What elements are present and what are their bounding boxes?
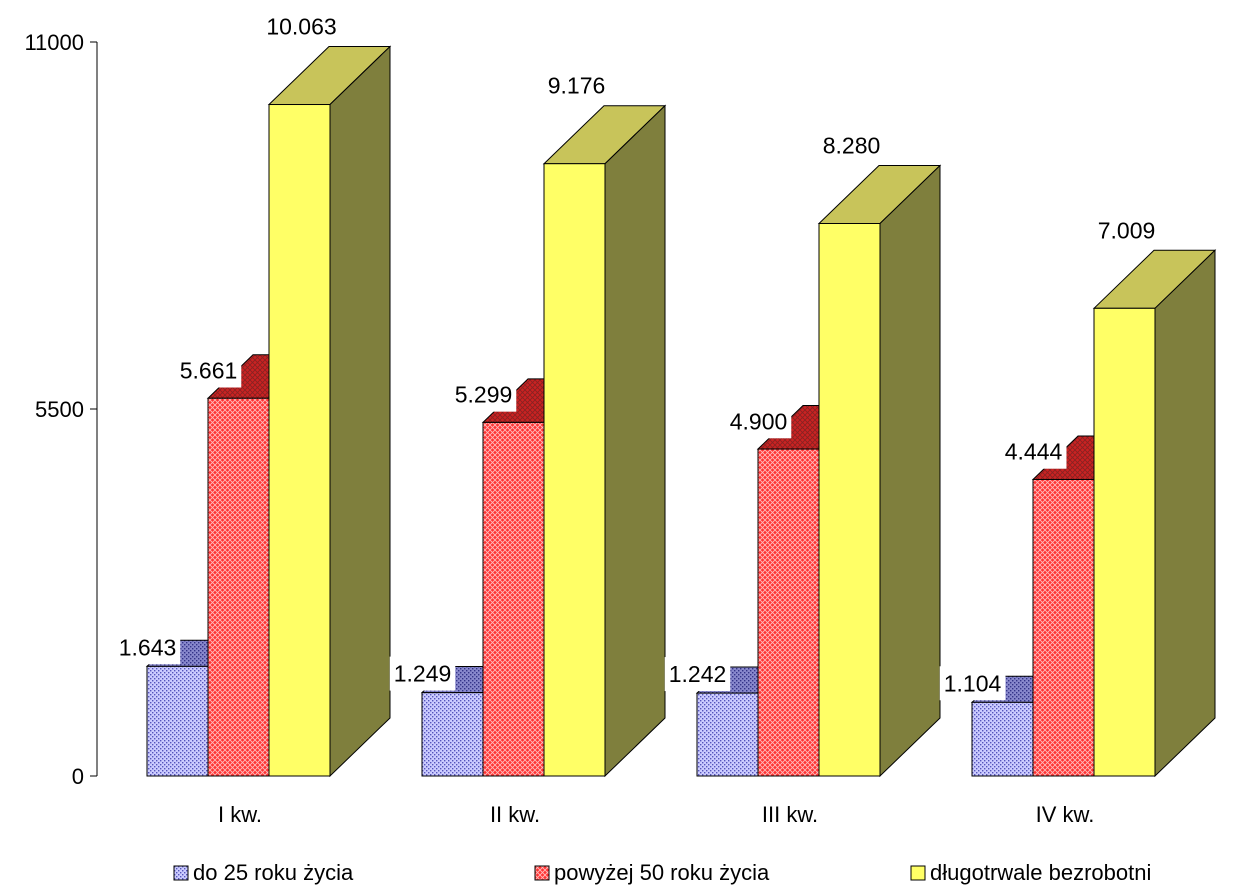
legend: do 25 roku życia powyżej 50 roku życia d… bbox=[173, 860, 1151, 885]
data-label-background bbox=[262, 9, 341, 44]
data-label-background bbox=[1000, 434, 1067, 469]
y-axis: 0 5500 11000 bbox=[24, 30, 98, 789]
bar-front-face bbox=[543, 163, 606, 777]
data-label-text: 8.280 bbox=[823, 132, 881, 158]
bar-dlugotrwale-2 bbox=[542, 104, 667, 778]
bar-group-1 bbox=[145, 45, 392, 778]
legend-label-powyzej-50: powyżej 50 roku życia bbox=[554, 860, 770, 885]
bar-front-face bbox=[818, 222, 881, 777]
data-label-background bbox=[664, 657, 731, 692]
data-label-background bbox=[939, 666, 1006, 701]
data-label-background bbox=[818, 128, 885, 163]
legend-swatch-powyzej-50 bbox=[534, 865, 550, 881]
data-label-dlugotrwale-4: 7.009 bbox=[1093, 213, 1160, 248]
data-label-dlugotrwale-3: 8.280 bbox=[818, 128, 885, 163]
data-label-text: 5.299 bbox=[455, 382, 513, 408]
data-label-background bbox=[389, 656, 456, 691]
data-label-background bbox=[450, 377, 517, 412]
data-label-powyzej-50-4: 4.444 bbox=[1000, 434, 1067, 469]
data-label-background bbox=[114, 630, 181, 665]
legend-swatch-do-25 bbox=[173, 865, 189, 881]
bar-group-3 bbox=[695, 164, 942, 778]
bar-side-face bbox=[604, 104, 666, 778]
bar-front-face bbox=[757, 448, 820, 777]
data-label-text: 1.104 bbox=[944, 670, 1002, 696]
bar-front-face bbox=[482, 421, 545, 777]
legend-item-powyzej-50: powyżej 50 roku życia bbox=[534, 860, 770, 885]
data-label-do-25-2: 1.249 bbox=[389, 656, 456, 691]
legend-label-dlugotrwale: długotrwale bezrobotni bbox=[930, 860, 1151, 885]
bar-dlugotrwale-1 bbox=[267, 45, 392, 778]
y-tick-label-0: 0 bbox=[72, 764, 84, 789]
bar-front-face bbox=[1093, 307, 1156, 777]
legend-item-dlugotrwale: długotrwale bezrobotni bbox=[910, 860, 1151, 885]
data-label-do-25-3: 1.242 bbox=[664, 657, 731, 692]
data-label-text: 10.063 bbox=[266, 14, 336, 40]
data-label-dlugotrwale-1: 10.063 bbox=[262, 9, 341, 44]
data-label-text: 1.242 bbox=[669, 661, 727, 687]
data-label-text: 5.661 bbox=[180, 358, 238, 384]
data-label-text: 4.900 bbox=[730, 408, 788, 434]
bar-front-face bbox=[268, 104, 331, 777]
bar-dlugotrwale-3 bbox=[817, 164, 942, 778]
bar-front-face bbox=[146, 665, 209, 777]
bar-group-4 bbox=[970, 249, 1217, 778]
y-tick-label-11000: 11000 bbox=[24, 30, 84, 55]
legend-swatch-dlugotrwale bbox=[910, 865, 926, 881]
data-labels-group: 1.643 5.661 10.063 1.249 5.299 9.176 1.242 4.90… bbox=[114, 9, 1160, 701]
data-label-text: 7.009 bbox=[1098, 217, 1156, 243]
data-label-powyzej-50-3: 4.900 bbox=[725, 404, 792, 439]
data-label-powyzej-50-2: 5.299 bbox=[450, 377, 517, 412]
data-label-dlugotrwale-2: 9.176 bbox=[543, 68, 610, 103]
data-label-text: 4.444 bbox=[1005, 439, 1063, 465]
category-label-q1: I kw. bbox=[218, 802, 262, 827]
category-label-q2: II kw. bbox=[490, 802, 540, 827]
data-label-background bbox=[175, 353, 242, 388]
y-tick-label-5500: 5500 bbox=[35, 397, 84, 422]
category-label-q4: IV kw. bbox=[1036, 802, 1095, 827]
bar-dlugotrwale-4 bbox=[1092, 249, 1217, 778]
data-label-do-25-4: 1.104 bbox=[939, 666, 1006, 701]
bar-front-face bbox=[696, 692, 759, 777]
data-label-powyzej-50-1: 5.661 bbox=[175, 353, 242, 388]
x-axis-categories: I kw. II kw. III kw. IV kw. bbox=[218, 802, 1094, 827]
data-label-do-25-1: 1.643 bbox=[114, 630, 181, 665]
bar-front-face bbox=[971, 701, 1034, 777]
bar-side-face bbox=[879, 164, 941, 778]
data-label-text: 9.176 bbox=[548, 73, 606, 99]
bar-front-face bbox=[207, 397, 270, 777]
bar-group-2 bbox=[420, 104, 667, 778]
bar-front-face bbox=[1032, 478, 1095, 777]
bars-group bbox=[145, 45, 1217, 778]
legend-label-do-25: do 25 roku życia bbox=[193, 860, 354, 885]
bar-side-face bbox=[1154, 249, 1216, 778]
data-label-background bbox=[725, 404, 792, 439]
category-label-q3: III kw. bbox=[762, 802, 818, 827]
data-label-background bbox=[1093, 213, 1160, 248]
bar-front-face bbox=[421, 692, 484, 777]
legend-item-do-25: do 25 roku życia bbox=[173, 860, 354, 885]
data-label-background bbox=[543, 68, 610, 103]
data-label-text: 1.249 bbox=[394, 661, 452, 687]
data-label-text: 1.643 bbox=[119, 634, 177, 660]
bar-side-face bbox=[329, 45, 391, 778]
